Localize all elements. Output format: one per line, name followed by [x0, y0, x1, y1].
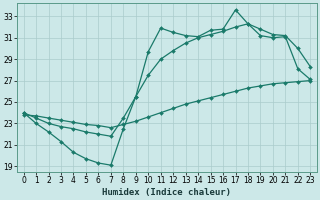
X-axis label: Humidex (Indice chaleur): Humidex (Indice chaleur)	[102, 188, 231, 197]
